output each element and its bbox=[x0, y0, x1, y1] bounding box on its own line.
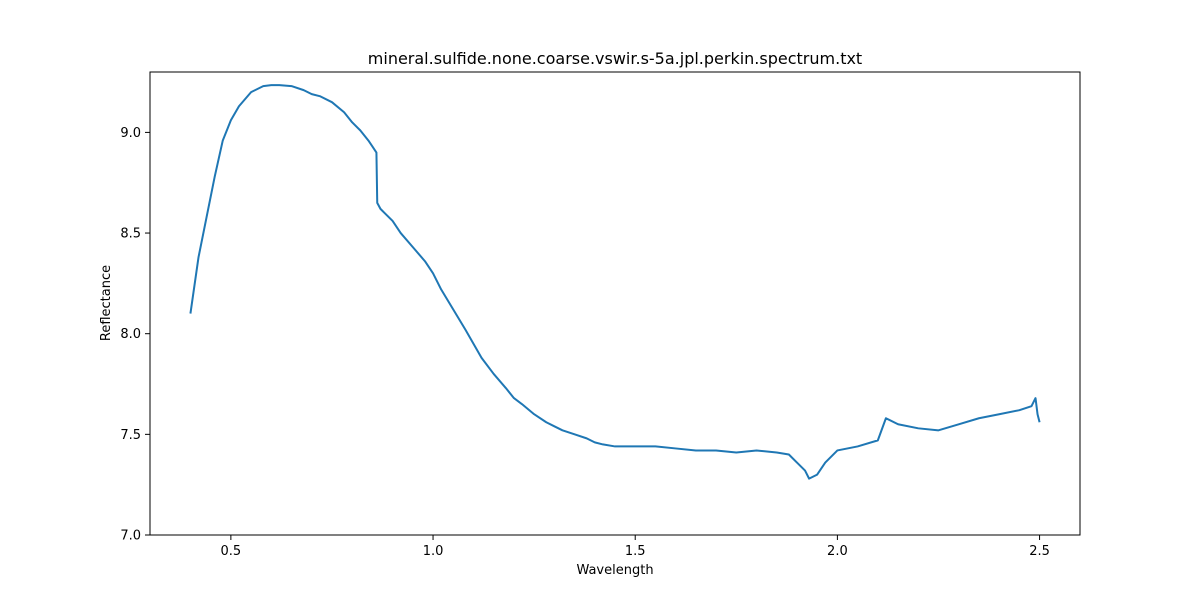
plot-frame bbox=[149, 71, 1081, 536]
chart-title: mineral.sulfide.none.coarse.vswir.s-5a.j… bbox=[368, 49, 862, 68]
x-tick-label: 1.0 bbox=[423, 544, 444, 559]
x-tick-label: 0.5 bbox=[221, 544, 242, 559]
x-tick-label: 2.5 bbox=[1029, 544, 1050, 559]
y-axis-label: Reflectance bbox=[99, 265, 114, 341]
x-tick-label: 2.0 bbox=[827, 544, 848, 559]
series-line bbox=[189, 84, 1041, 480]
y-tick-label: 8.5 bbox=[120, 227, 141, 242]
x-axis-label: Wavelength bbox=[576, 563, 653, 578]
y-tick-label: 7.5 bbox=[120, 428, 141, 443]
series-layer bbox=[189, 84, 1041, 480]
x-tick-label: 1.5 bbox=[625, 544, 646, 559]
y-tick-label: 7.0 bbox=[120, 529, 141, 544]
plot-area bbox=[150, 72, 1080, 535]
y-ticks: 7.0 7.5 8.0 8.5 9.0 bbox=[120, 126, 150, 544]
y-tick-label: 9.0 bbox=[120, 126, 141, 141]
y-tick-label: 8.0 bbox=[120, 327, 141, 342]
x-ticks: 0.5 1.0 1.5 2.0 2.5 bbox=[221, 535, 1050, 559]
